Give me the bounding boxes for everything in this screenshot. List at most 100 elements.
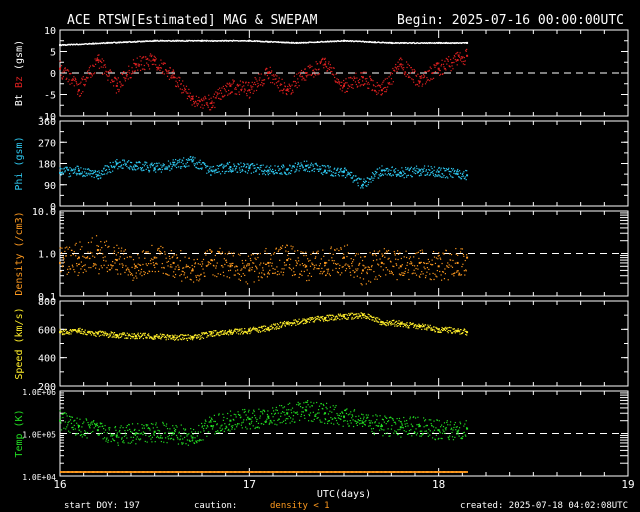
data-point	[146, 162, 148, 164]
data-point	[334, 318, 336, 320]
data-point	[405, 250, 407, 252]
data-point	[110, 440, 112, 443]
data-point	[190, 279, 192, 281]
data-point	[302, 71, 304, 73]
data-point	[321, 58, 323, 61]
data-point	[121, 167, 123, 169]
data-point	[147, 251, 149, 253]
data-point	[383, 87, 385, 89]
data-point	[160, 252, 162, 254]
data-point	[293, 274, 295, 276]
data-point	[321, 273, 323, 275]
data-point	[132, 72, 134, 74]
data-point	[161, 166, 163, 168]
data-anchor-speed	[115, 334, 118, 336]
data-point	[177, 339, 180, 341]
data-point	[323, 67, 325, 69]
data-point	[325, 61, 327, 63]
data-point	[151, 244, 153, 247]
data-point	[300, 270, 303, 272]
data-point	[446, 328, 448, 330]
data-point	[110, 81, 112, 84]
data-point	[384, 90, 386, 93]
data-point	[182, 163, 184, 165]
data-point	[102, 253, 104, 255]
data-point	[282, 92, 284, 94]
data-point	[378, 90, 380, 92]
data-point	[238, 167, 241, 169]
data-point	[455, 247, 457, 250]
data-point	[290, 93, 292, 95]
data-point	[375, 255, 377, 257]
data-point	[139, 273, 141, 275]
data-point	[450, 42, 452, 44]
data-point	[454, 262, 456, 264]
data-point	[427, 172, 429, 174]
data-point	[71, 82, 73, 84]
data-point	[74, 328, 76, 331]
data-point	[138, 63, 140, 65]
data-point	[139, 336, 141, 338]
data-point	[349, 271, 351, 273]
data-point	[308, 67, 311, 69]
data-point	[374, 320, 376, 322]
data-point	[410, 261, 412, 263]
data-point	[97, 61, 100, 63]
data-point	[217, 88, 219, 91]
data-point	[332, 253, 334, 255]
data-point	[278, 168, 280, 170]
data-point	[258, 329, 260, 331]
data-anchor-bt	[343, 39, 345, 42]
data-point	[235, 88, 237, 90]
data-point	[270, 71, 272, 74]
data-point	[174, 276, 176, 278]
data-point	[389, 322, 392, 325]
data-point	[192, 40, 194, 42]
data-point	[181, 270, 183, 272]
data-point	[232, 262, 234, 264]
data-point	[372, 319, 374, 321]
data-point	[211, 260, 214, 262]
data-point	[345, 263, 347, 265]
data-point	[109, 69, 111, 71]
data-point	[215, 330, 217, 332]
data-point	[274, 74, 277, 76]
data-point	[174, 40, 177, 42]
data-point	[234, 328, 236, 330]
data-point	[157, 336, 159, 338]
data-point	[174, 158, 177, 161]
data-point	[457, 54, 459, 56]
data-point	[164, 251, 166, 253]
data-point	[121, 263, 123, 265]
data-point	[303, 254, 305, 257]
data-point	[151, 336, 153, 338]
data-point	[406, 264, 408, 267]
data-point	[277, 41, 279, 43]
data-point	[422, 77, 424, 79]
data-point	[98, 170, 100, 172]
data-point	[110, 71, 112, 73]
data-point	[442, 176, 444, 178]
data-point	[199, 100, 201, 103]
data-point	[79, 248, 82, 250]
data-point	[349, 86, 351, 88]
data-point	[396, 66, 399, 68]
data-point	[325, 274, 327, 276]
data-point	[111, 336, 113, 338]
data-point	[248, 97, 251, 99]
data-anchor-phi	[59, 171, 61, 174]
data-point	[96, 58, 98, 60]
y-tick-label-temp: 1.0E+04	[22, 473, 56, 482]
data-point	[369, 41, 371, 43]
data-point	[246, 90, 249, 92]
data-point	[265, 327, 267, 330]
data-point	[158, 64, 161, 66]
data-point	[145, 251, 147, 253]
data-point	[328, 259, 330, 261]
data-point	[223, 39, 225, 42]
data-point	[350, 313, 352, 315]
data-point	[338, 315, 340, 317]
data-point	[198, 334, 200, 336]
data-point	[86, 437, 88, 439]
data-point	[266, 41, 269, 43]
